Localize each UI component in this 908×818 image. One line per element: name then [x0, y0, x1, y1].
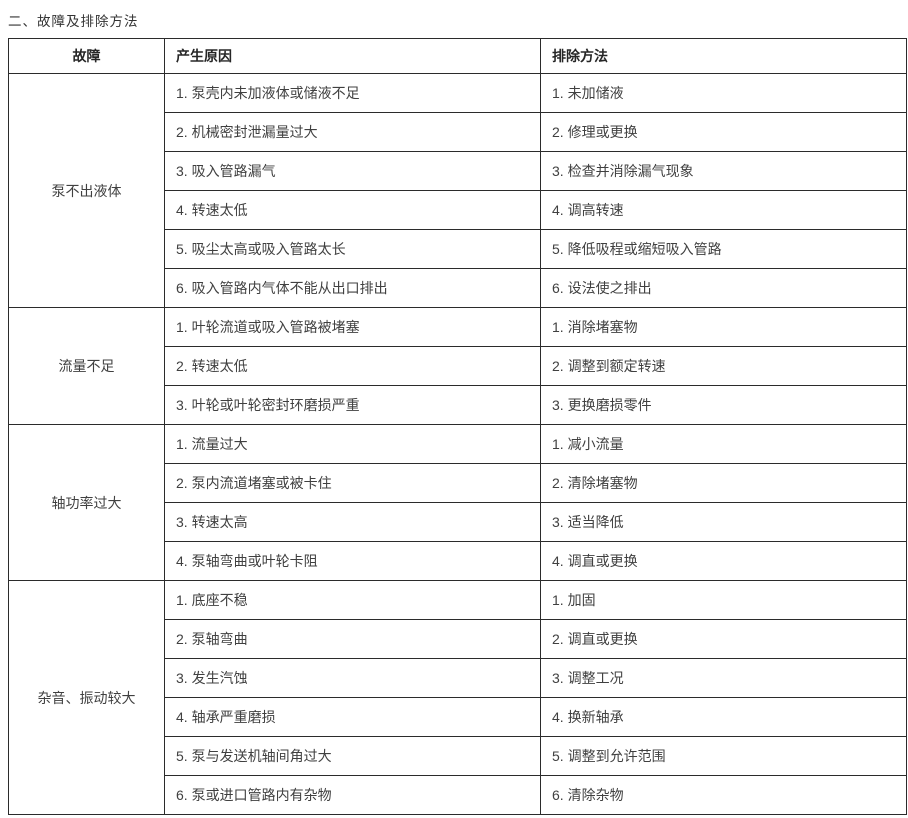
fault-cell: 轴功率过大 — [8, 424, 165, 581]
remedy-cell: 4. 换新轴承 — [540, 697, 907, 737]
remedy-cell: 6. 清除杂物 — [540, 775, 907, 815]
remedy-cell: 3. 检查并消除漏气现象 — [540, 151, 907, 191]
cause-cell: 4. 轴承严重磨损 — [164, 697, 541, 737]
cause-cell: 3. 发生汽蚀 — [164, 658, 541, 698]
cause-cell: 2. 泵内流道堵塞或被卡住 — [164, 463, 541, 503]
table-row: 流量不足 1. 叶轮流道或吸入管路被堵塞 1. 消除堵塞物 — [8, 307, 907, 425]
cause-cell: 3. 吸入管路漏气 — [164, 151, 541, 191]
remedy-cell: 5. 调整到允许范围 — [540, 736, 907, 776]
cause-cell: 4. 转速太低 — [164, 190, 541, 230]
remedy-cell: 1. 未加储液 — [540, 73, 907, 113]
table-header-row: 故障 产生原因 排除方法 — [8, 38, 907, 74]
cause-cell: 2. 转速太低 — [164, 346, 541, 386]
remedy-cell: 4. 调高转速 — [540, 190, 907, 230]
remedy-cell: 2. 调直或更换 — [540, 619, 907, 659]
table-row: 2. 转速太低 2. 调整到额定转速 — [9, 346, 907, 386]
cause-cell: 4. 泵轴弯曲或叶轮卡阻 — [164, 541, 541, 581]
remedy-cell: 1. 加固 — [540, 580, 907, 620]
remedy-cell: 3. 更换磨损零件 — [540, 385, 907, 425]
cause-cell: 6. 泵或进口管路内有杂物 — [164, 775, 541, 815]
table-body: 泵不出液体 1. 泵壳内未加液体或储液不足 1. 未加储液 2. 机械密封泄漏量过大 2… — [8, 73, 907, 815]
cause-cell: 1. 泵壳内未加液体或储液不足 — [164, 73, 541, 113]
remedy-cell: 4. 调直或更换 — [540, 541, 907, 581]
remedy-cell: 1. 减小流量 — [540, 424, 907, 464]
remedy-cell: 2. 清除堵塞物 — [540, 463, 907, 503]
section-title: 二、故障及排除方法 — [8, 14, 139, 29]
cause-cell: 5. 泵与发送机轴间角过大 — [164, 736, 541, 776]
cause-cell: 6. 吸入管路内气体不能从出口排出 — [164, 268, 541, 308]
remedy-cell: 6. 设法使之排出 — [540, 268, 907, 308]
cause-cell: 3. 转速太高 — [164, 502, 541, 542]
cause-cell: 2. 泵轴弯曲 — [164, 619, 541, 659]
table-row: 4. 转速太低 4. 调高转速 — [9, 190, 907, 230]
table-row: 4. 泵轴弯曲或叶轮卡阻 4. 调直或更换 — [9, 541, 907, 581]
table-row: 杂音、振动较大 1. 底座不稳 1. 加固 — [8, 580, 907, 815]
fault-cell: 杂音、振动较大 — [8, 580, 165, 815]
table-row: 6. 泵或进口管路内有杂物 6. 清除杂物 — [9, 775, 907, 815]
table-row: 3. 转速太高 3. 适当降低 — [9, 502, 907, 542]
remedy-cell: 3. 适当降低 — [540, 502, 907, 542]
fault-cell: 泵不出液体 — [8, 73, 165, 308]
table-row: 轴功率过大 1. 流量过大 1. 减小流量 — [8, 424, 907, 581]
cause-cell: 1. 底座不稳 — [164, 580, 541, 620]
table-row: 2. 机械密封泄漏量过大 2. 修理或更换 — [9, 112, 907, 152]
remedy-cell: 3. 调整工况 — [540, 658, 907, 698]
table-row: 3. 吸入管路漏气 3. 检查并消除漏气现象 — [9, 151, 907, 191]
cause-cell: 2. 机械密封泄漏量过大 — [164, 112, 541, 152]
fault-cell: 流量不足 — [8, 307, 165, 425]
header-cause: 产生原因 — [164, 38, 541, 74]
table-row: 6. 吸入管路内气体不能从出口排出 6. 设法使之排出 — [9, 268, 907, 308]
cause-cell: 1. 叶轮流道或吸入管路被堵塞 — [164, 307, 541, 347]
remedy-cell: 1. 消除堵塞物 — [540, 307, 907, 347]
table-row: 泵不出液体 1. 泵壳内未加液体或储液不足 1. 未加储液 — [8, 73, 907, 308]
cause-cell: 5. 吸尘太高或吸入管路太长 — [164, 229, 541, 269]
table-row: 2. 泵内流道堵塞或被卡住 2. 清除堵塞物 — [9, 463, 907, 503]
remedy-cell: 5. 降低吸程或缩短吸入管路 — [540, 229, 907, 269]
table-row: 4. 轴承严重磨损 4. 换新轴承 — [9, 697, 907, 737]
table-row: 5. 泵与发送机轴间角过大 5. 调整到允许范围 — [9, 736, 907, 776]
header-remedy: 排除方法 — [540, 38, 907, 74]
remedy-cell: 2. 修理或更换 — [540, 112, 907, 152]
table-row: 3. 发生汽蚀 3. 调整工况 — [9, 658, 907, 698]
table-row: 5. 吸尘太高或吸入管路太长 5. 降低吸程或缩短吸入管路 — [9, 229, 907, 269]
fault-troubleshooting-table: 故障 产生原因 排除方法 泵不出液体 1. 泵壳内未加液体或储液不足 1. 未加储液… — [8, 38, 907, 815]
table-row: 2. 泵轴弯曲 2. 调直或更换 — [9, 619, 907, 659]
cause-cell: 3. 叶轮或叶轮密封环磨损严重 — [164, 385, 541, 425]
remedy-cell: 2. 调整到额定转速 — [540, 346, 907, 386]
header-fault: 故障 — [8, 38, 165, 74]
cause-cell: 1. 流量过大 — [164, 424, 541, 464]
table-row: 3. 叶轮或叶轮密封环磨损严重 3. 更换磨损零件 — [9, 385, 907, 425]
